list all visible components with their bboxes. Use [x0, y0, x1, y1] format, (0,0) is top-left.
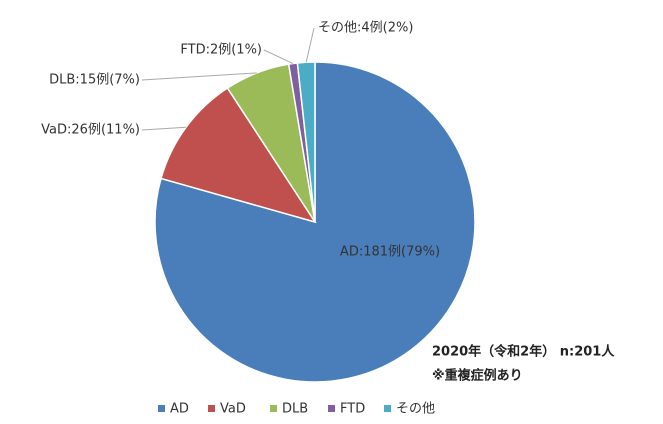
legend-label: DLB — [282, 402, 308, 417]
legend-swatch — [208, 405, 215, 412]
legend-swatch — [158, 405, 165, 412]
legend-label: FTD — [340, 402, 365, 417]
legend-label: その他 — [396, 402, 435, 417]
data-label: AD:181例(79%) — [340, 245, 440, 260]
legend-swatch — [270, 405, 277, 412]
annotation: 2020年（令和2年） n:201人 — [432, 344, 615, 360]
legend-label: AD — [170, 402, 189, 417]
data-label: その他:4例(2%) — [318, 21, 413, 36]
data-label: VaD:26例(11%) — [41, 123, 140, 138]
legend-label: VaD — [220, 402, 246, 417]
leader-line — [263, 49, 294, 64]
data-label: FTD:2例(1%) — [180, 43, 262, 58]
leader-line — [141, 72, 257, 81]
data-label: DLB:15例(7%) — [49, 73, 140, 88]
leader-line — [141, 126, 187, 131]
annotation: ※重複症例あり — [432, 368, 523, 384]
legend-swatch — [328, 405, 335, 412]
legend-swatch — [384, 405, 391, 412]
pie-slice — [160, 87, 317, 224]
leader-line — [305, 27, 315, 63]
